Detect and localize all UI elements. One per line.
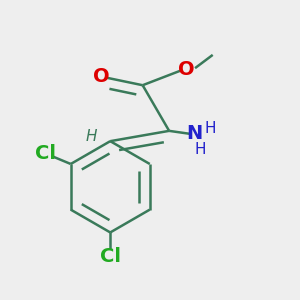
Text: H: H [205, 121, 216, 136]
Text: O: O [92, 67, 109, 86]
Text: O: O [178, 59, 195, 79]
Text: N: N [186, 124, 202, 143]
Text: Cl: Cl [35, 144, 56, 163]
Text: H: H [85, 129, 97, 144]
Text: Cl: Cl [100, 247, 121, 266]
Text: H: H [195, 142, 206, 158]
